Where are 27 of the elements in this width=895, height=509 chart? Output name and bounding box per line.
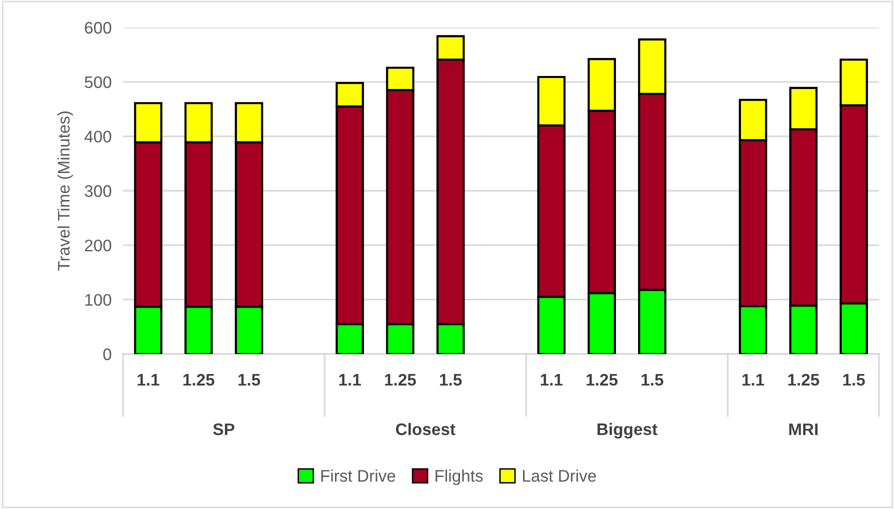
y-tick-label: 200 — [84, 240, 112, 252]
y-tick-label: 100 — [85, 294, 112, 306]
text: Biggest — [598, 422, 658, 439]
x-tick-label: 1.5 — [642, 374, 664, 386]
text: SP — [213, 423, 234, 436]
x-tick-label: 1.1 — [742, 374, 764, 386]
x-tick-label: 1.25 — [183, 374, 214, 386]
x-tick-label: 1.5 — [238, 374, 260, 386]
legend-label: Flights — [436, 470, 483, 486]
x-tick-label: 1.1 — [138, 374, 160, 386]
x-tick-label: 1.5 — [440, 374, 462, 386]
x-tick-label: 1.25 — [788, 374, 820, 386]
x-tick-label: 1.25 — [385, 374, 416, 386]
text: MRI — [789, 424, 818, 436]
y-axis-title: Travel Time (Minutes) — [57, 112, 73, 271]
y-tick-label: 500 — [84, 76, 112, 88]
legend-label: Last Drive — [523, 470, 596, 482]
y-tick-label: 0 — [103, 348, 112, 360]
y-tick-label: 600 — [84, 22, 112, 34]
x-tick-label: 1.1 — [339, 374, 361, 386]
legend-label: First Drive — [321, 470, 396, 482]
x-tick-label: 1.25 — [586, 374, 618, 386]
x-tick-label: 1.1 — [540, 374, 563, 386]
y-tick-label: 300 — [84, 185, 112, 197]
x-tick-label: 1.5 — [843, 374, 865, 386]
y-tick-label: 400 — [84, 130, 112, 143]
text: Closest — [396, 422, 456, 436]
